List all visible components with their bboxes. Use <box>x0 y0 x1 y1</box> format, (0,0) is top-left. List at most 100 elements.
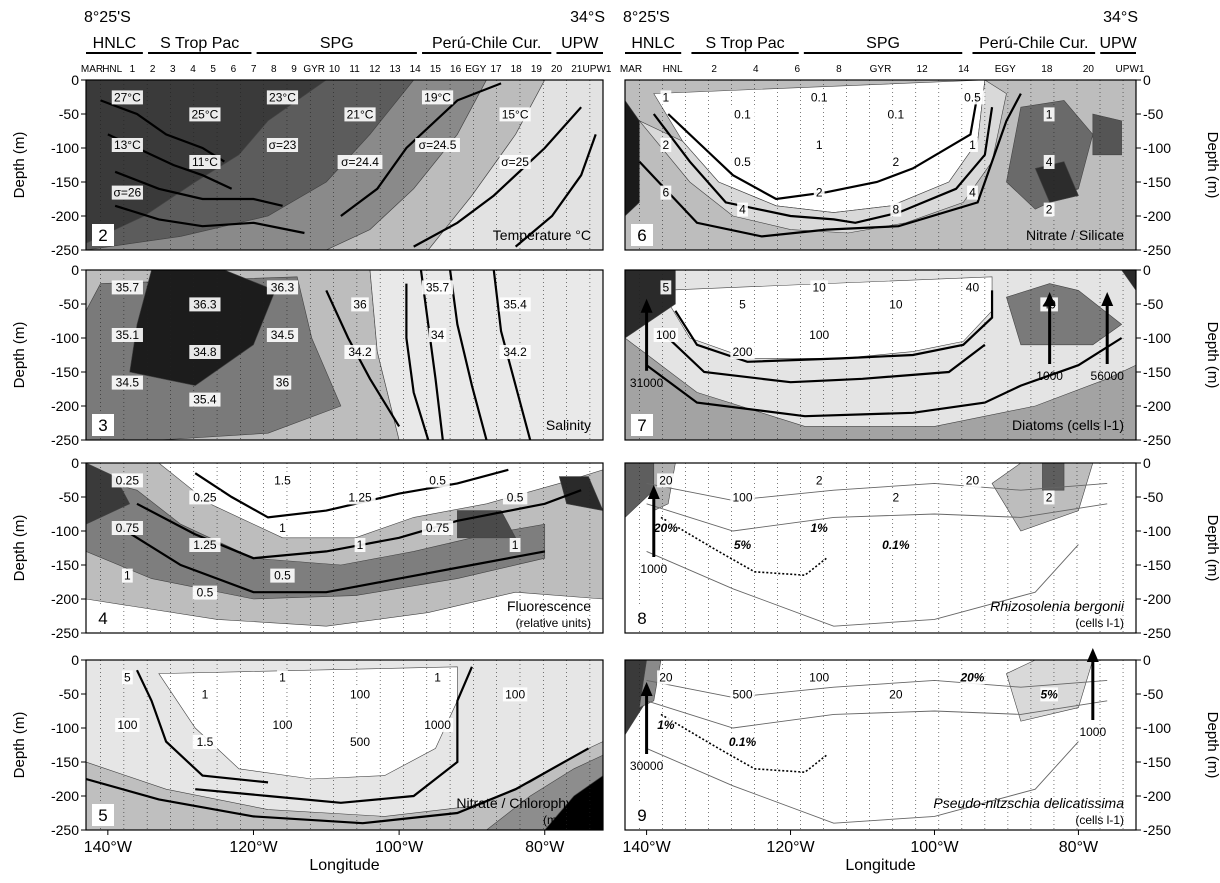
contour-label-bg <box>344 490 376 505</box>
panel-number: 8 <box>637 609 646 628</box>
contour-label: 23°C <box>269 90 296 104</box>
isoline <box>652 107 994 224</box>
station-label: 5 <box>210 64 216 75</box>
contour-label: 2 <box>1046 490 1053 504</box>
station-label: 6 <box>231 64 237 75</box>
contour-label-bg <box>887 297 905 312</box>
y-tick-label: -50 <box>59 296 79 312</box>
y-tick-label: -150 <box>1143 364 1171 380</box>
contour-label: 35.4 <box>503 297 527 311</box>
x-tick-label: 120°W <box>229 839 278 856</box>
contour-fills <box>625 463 1124 633</box>
station-label: 6 <box>795 64 801 75</box>
region-label: SPG <box>866 35 900 52</box>
x-tick-label: 120°W <box>766 839 815 856</box>
contour-label: σ=23 <box>269 138 297 152</box>
y-tick-label: -250 <box>1143 822 1171 838</box>
contour-label-bg <box>111 138 143 152</box>
panel-number-bg <box>631 804 653 826</box>
y-tick-label: 0 <box>71 262 79 278</box>
x-axis-label: Longitude <box>845 857 915 874</box>
y-tick-label: 0 <box>71 652 79 668</box>
y-axis-label: Depth (m) <box>11 515 28 582</box>
contour-label: 1 <box>816 138 823 152</box>
station-label: 20 <box>551 64 563 75</box>
y-axis-label: Depth (m) <box>1204 712 1220 779</box>
station-label: 12 <box>917 64 929 75</box>
y-tick-label: -200 <box>51 591 79 607</box>
contour-label: 5% <box>734 538 752 552</box>
station-label: 17 <box>490 64 502 75</box>
contour-label-bg <box>425 473 450 488</box>
region-label: S Trop Pac <box>706 35 785 52</box>
contour-label-bg <box>657 670 675 685</box>
contour-label-bg <box>890 202 902 217</box>
panel-subtitle: (cells l-1) <box>1075 813 1124 827</box>
y-tick-label: -250 <box>1143 432 1171 448</box>
contour-label-bg <box>737 202 748 217</box>
isoline <box>114 523 545 594</box>
contour-label: 1 <box>124 569 131 583</box>
contour-label-bg <box>499 297 531 312</box>
y-tick-label: -50 <box>1143 106 1163 122</box>
contour-label: 4 <box>739 203 746 217</box>
light-isoline <box>646 544 1079 627</box>
contour-label: 0.1% <box>729 735 757 749</box>
isoline <box>667 93 979 201</box>
y-tick-label: -250 <box>51 822 79 838</box>
y-tick-label: -250 <box>51 432 79 448</box>
panel-number: 5 <box>98 806 107 825</box>
contour-label: 100 <box>505 687 525 701</box>
contour-label-bg <box>189 107 221 122</box>
contour-label-bg <box>189 490 221 505</box>
contour-label: 34.2 <box>348 345 372 359</box>
contour-label-bg <box>344 107 376 122</box>
station-label: 21 <box>571 64 583 75</box>
contour-label-bg <box>813 473 825 488</box>
isoline <box>135 669 269 784</box>
isoline <box>660 330 986 384</box>
station-label: GYR <box>870 64 892 75</box>
annotation-label: 1000 <box>1079 725 1106 739</box>
contour-band <box>625 99 640 217</box>
contour-label-bg <box>189 155 221 169</box>
contour-label: 4 <box>969 186 976 200</box>
contour-label-bg <box>266 90 299 105</box>
x-axis-label: Longitude <box>309 857 379 874</box>
contour-label-bg <box>270 718 295 732</box>
region-label: SPG <box>320 35 354 52</box>
panel-number: 4 <box>98 609 107 628</box>
contour-label: 2 <box>663 138 670 152</box>
isoline <box>413 106 582 248</box>
y-axis-label: Depth (m) <box>1204 132 1220 199</box>
contour-label: 15°C <box>502 107 529 121</box>
contour-band <box>639 80 1007 234</box>
panel-frame <box>624 659 1137 831</box>
dotted-isoline <box>660 713 828 774</box>
contour-label: 100 <box>117 718 137 732</box>
panel-frame <box>624 79 1137 251</box>
contour-label-bg <box>499 155 531 169</box>
contour-label: 1.25 <box>348 490 372 504</box>
contour-label: 34.5 <box>271 328 295 342</box>
y-tick-label: 0 <box>1143 652 1151 668</box>
contour-label: 8 <box>892 203 899 217</box>
contour-label-bg <box>347 735 373 749</box>
contour-label: σ=26 <box>113 186 141 200</box>
contour-label: 0.25 <box>193 490 217 504</box>
isoline <box>114 170 283 207</box>
contour-label: 11°C <box>192 155 218 169</box>
section-end-latitude: 34°S <box>570 9 605 26</box>
y-tick-label: -100 <box>51 523 79 539</box>
contour-label-bg <box>111 375 143 390</box>
panel-number: 2 <box>98 226 107 245</box>
y-tick-label: -200 <box>51 398 79 414</box>
isoline <box>86 747 589 825</box>
panel-9: 20 500 100 20 20% 5% 1% 0.1% 30000 1000 Pseudo-nit… <box>622 648 1220 874</box>
station-label: 18 <box>1041 64 1053 75</box>
contour-label-bg <box>883 107 909 122</box>
y-tick-label: -150 <box>1143 754 1171 770</box>
y-tick-label: -100 <box>51 330 79 346</box>
panel-subtitle: (relative units) <box>516 616 591 630</box>
y-tick-label: -200 <box>51 208 79 224</box>
